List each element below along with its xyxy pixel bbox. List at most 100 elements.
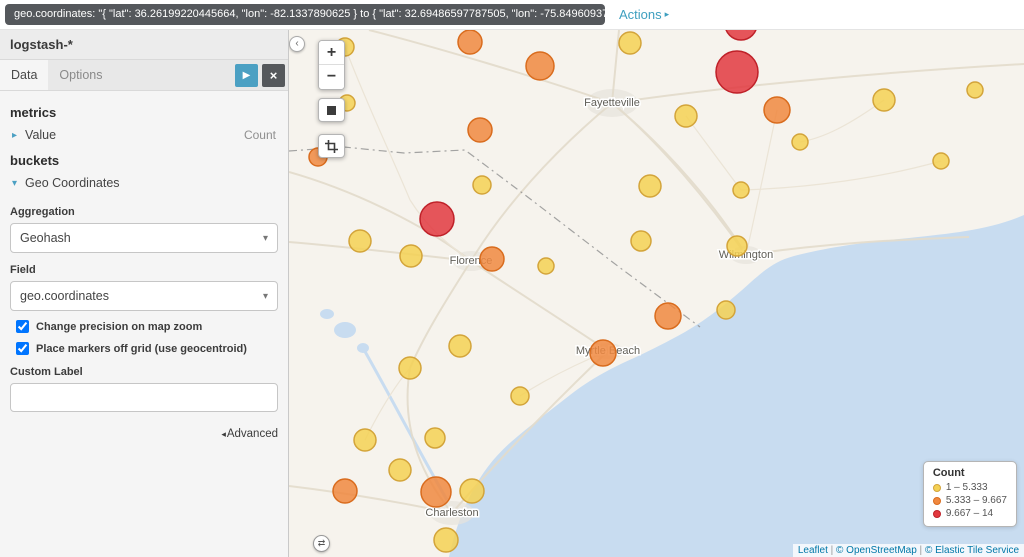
geohash-marker[interactable]: [467, 117, 493, 143]
editor-action-buttons: ▶ ×: [235, 63, 288, 87]
caret-left-icon: ◂: [221, 429, 226, 439]
checkbox-input[interactable]: [16, 342, 29, 355]
geohash-marker[interactable]: [726, 235, 748, 257]
recenter-button[interactable]: ⇄: [313, 535, 330, 552]
draw-filter-button[interactable]: [318, 134, 345, 158]
geohash-marker[interactable]: [674, 104, 698, 128]
zoom-control: + −: [318, 40, 345, 90]
geohash-marker[interactable]: [630, 230, 652, 252]
filter-pill[interactable]: geo.coordinates: "{ "lat": 36.2619922044…: [5, 4, 605, 25]
geohash-marker[interactable]: [420, 476, 452, 508]
buckets-heading: buckets: [10, 153, 60, 168]
map-city-label: Charleston: [425, 507, 478, 519]
field-value: geo.coordinates: [20, 289, 109, 303]
map-city-label: Fayetteville: [584, 97, 640, 109]
zoom-in-button[interactable]: +: [319, 41, 344, 65]
geohash-marker[interactable]: [932, 152, 950, 170]
apply-changes-button[interactable]: ▶: [235, 63, 258, 87]
attribution-link[interactable]: © Elastic Tile Service: [924, 545, 1019, 556]
geohash-marker[interactable]: [448, 334, 472, 358]
geohash-marker[interactable]: [525, 51, 555, 81]
main-area: logstash-* Data Options ▶ × metrics ▸ Va…: [0, 30, 1024, 557]
geohash-marker[interactable]: [388, 458, 412, 482]
checkbox-input[interactable]: [16, 320, 29, 333]
geohash-marker[interactable]: [433, 527, 459, 553]
geohash-marker[interactable]: [537, 257, 555, 275]
geohash-marker[interactable]: [725, 30, 757, 41]
geohash-marker[interactable]: [472, 175, 492, 195]
advanced-toggle[interactable]: ◂Advanced: [10, 428, 278, 440]
geohash-marker[interactable]: [638, 174, 662, 198]
attribution-link[interactable]: © OpenStreetMap: [836, 545, 917, 556]
map-legend: Count 1 – 5.333 5.333 – 9.667 9.667 – 14: [922, 461, 1017, 527]
geohash-marker[interactable]: [618, 31, 642, 55]
legend-label: 9.667 – 14: [945, 508, 994, 519]
zoom-out-button[interactable]: −: [319, 65, 344, 89]
field-label: Field: [10, 264, 36, 276]
geohash-marker[interactable]: [459, 478, 485, 504]
filter-bar: geo.coordinates: "{ "lat": 36.2619922044…: [0, 0, 1024, 30]
legend-dot: [932, 496, 941, 505]
bucket-row-geo-coordinates[interactable]: ▾ Geo Coordinates: [10, 171, 278, 195]
collapse-toggle-icon[interactable]: ▾: [12, 177, 18, 189]
vis-editor-sidebar: logstash-* Data Options ▶ × metrics ▸ Va…: [0, 30, 289, 557]
geohash-marker[interactable]: [348, 229, 372, 253]
geohash-marker[interactable]: [715, 50, 759, 94]
discard-changes-button[interactable]: ×: [262, 63, 285, 87]
geohash-marker[interactable]: [353, 428, 377, 452]
tab-data[interactable]: Data: [0, 60, 49, 90]
metric-row-value[interactable]: ▸ Value Count: [10, 123, 278, 147]
attribution-separator: |: [827, 545, 837, 556]
geohash-marker[interactable]: [791, 133, 809, 151]
geohash-marker[interactable]: [966, 81, 984, 99]
geohash-marker[interactable]: [872, 88, 896, 112]
aggregation-select[interactable]: Geohash ▾: [10, 223, 278, 253]
legend-dot: [932, 509, 941, 518]
tab-options[interactable]: Options: [59, 68, 103, 82]
legend-title: Count: [932, 467, 965, 479]
legend-item: 5.333 – 9.667: [932, 495, 1007, 506]
sidebar-collapse-button[interactable]: ‹: [289, 36, 305, 52]
square-icon: [327, 105, 336, 115]
geohash-marker[interactable]: [457, 30, 483, 55]
geohash-marker[interactable]: [589, 339, 617, 367]
checkbox-row[interactable]: Change precision on map zoom: [16, 320, 278, 333]
geohash-marker[interactable]: [424, 427, 446, 449]
geohash-marker[interactable]: [398, 356, 422, 380]
geohash-marker[interactable]: [479, 246, 505, 272]
geohash-marker[interactable]: [732, 181, 750, 199]
advanced-label: Advanced: [226, 428, 278, 440]
legend-label: 1 – 5.333: [945, 482, 988, 493]
checkbox-label: Change precision on map zoom: [36, 320, 203, 333]
fit-data-bounds-button[interactable]: [318, 98, 345, 122]
legend-item: 1 – 5.333: [932, 482, 1007, 493]
options-checkboxes: Change precision on map zoom Place marker…: [10, 320, 278, 355]
geohash-marker[interactable]: [332, 478, 358, 504]
crop-icon: [325, 139, 338, 153]
attribution-separator: |: [916, 545, 925, 556]
checkbox-label: Place markers off grid (use geocentroid): [36, 342, 247, 355]
checkbox-row[interactable]: Place markers off grid (use geocentroid): [16, 342, 278, 355]
custom-label-label: Custom Label: [10, 366, 83, 378]
geohash-marker-layer: [308, 30, 984, 553]
chevron-down-icon: ▾: [262, 232, 268, 244]
geohash-marker[interactable]: [654, 302, 682, 330]
geohash-marker[interactable]: [763, 96, 791, 124]
coordinate-map[interactable]: FayettevilleWilmingtonFlorenceMyrtle Bea…: [289, 30, 1024, 557]
geohash-marker[interactable]: [419, 201, 455, 237]
geohash-marker[interactable]: [399, 244, 423, 268]
caret-right-icon: ▸: [664, 9, 670, 19]
aggregation-value: Geohash: [20, 231, 71, 245]
attribution-link[interactable]: Leaflet: [797, 545, 828, 556]
water-layer: [320, 215, 1024, 557]
actions-label: Actions: [619, 7, 662, 22]
chevron-down-icon: ▾: [262, 290, 268, 302]
geohash-marker[interactable]: [510, 386, 530, 406]
field-select[interactable]: geo.coordinates ▾: [10, 281, 278, 311]
custom-label-input[interactable]: [10, 383, 278, 412]
filter-actions-link[interactable]: Actions ▸: [619, 7, 669, 22]
legend-dot: [932, 483, 941, 492]
expand-toggle-icon[interactable]: ▸: [12, 129, 18, 141]
geohash-marker[interactable]: [716, 300, 736, 320]
